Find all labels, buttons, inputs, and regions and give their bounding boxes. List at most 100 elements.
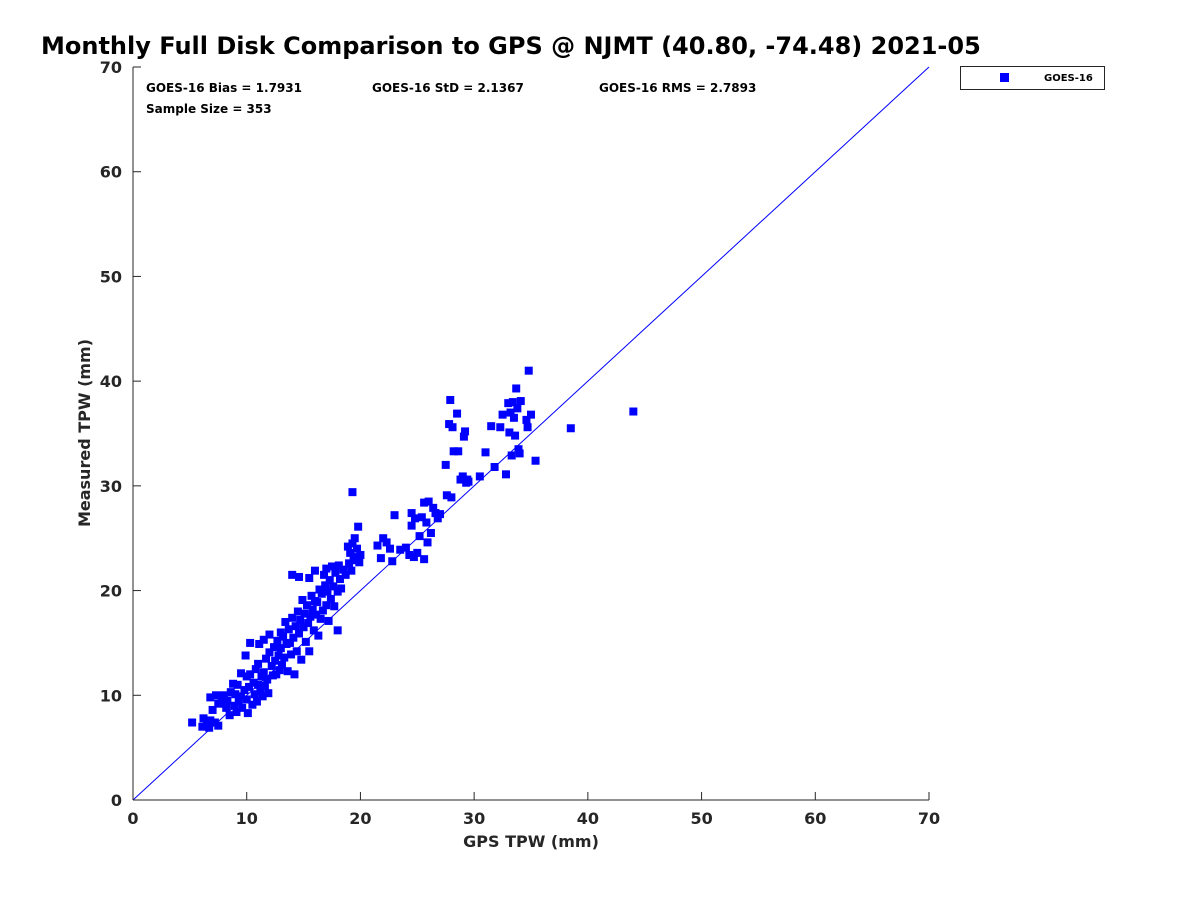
legend: GOES-16 [960, 66, 1105, 90]
data-point [255, 639, 264, 648]
data-point [256, 687, 265, 696]
data-point [343, 542, 352, 551]
data-point [328, 562, 336, 571]
data-point [407, 521, 416, 530]
data-point [348, 488, 357, 497]
data-point [280, 653, 289, 662]
data-point [429, 503, 438, 512]
data-point [339, 565, 348, 574]
data-point [448, 423, 457, 432]
data-point [237, 669, 246, 678]
data-point [305, 647, 314, 656]
data-point [516, 397, 525, 406]
data-point [566, 424, 575, 433]
data-point [212, 691, 221, 700]
data-point [490, 463, 499, 472]
data-point [188, 718, 197, 727]
data-point [248, 700, 257, 709]
data-point [433, 514, 442, 523]
data-point [264, 689, 273, 698]
data-point [259, 668, 268, 677]
data-point [459, 432, 468, 441]
data-point [351, 553, 360, 562]
data-point [506, 408, 515, 417]
data-point [272, 670, 281, 679]
data-point [300, 609, 309, 618]
x-axis-ticks: 0 10 20 30 40 50 60 70 [127, 792, 940, 828]
data-point [385, 544, 394, 553]
data-point [508, 398, 517, 407]
data-point [288, 570, 297, 579]
data-point [289, 633, 298, 642]
data-point [257, 672, 266, 681]
data-point [415, 532, 424, 541]
data-point [431, 509, 440, 518]
data-point [324, 616, 333, 625]
data-point [274, 651, 283, 660]
data-point [353, 544, 362, 553]
data-point [229, 679, 238, 688]
data-point [306, 612, 315, 621]
data-point [504, 399, 513, 408]
data-point [302, 601, 311, 610]
data-point [262, 654, 271, 663]
data-point [246, 638, 255, 647]
data-point [292, 647, 301, 656]
data-point [312, 610, 321, 619]
data-point [252, 697, 261, 706]
data-point [231, 690, 240, 699]
data-point [198, 722, 207, 731]
rms-stat: GOES-16 RMS = 2.7893 [599, 81, 756, 95]
data-point [355, 558, 364, 567]
data-point [422, 518, 431, 527]
data-point [234, 697, 243, 706]
std-stat: GOES-16 StD = 2.1367 [372, 81, 524, 95]
y-tick-label: 30 [100, 477, 122, 496]
data-point [208, 705, 217, 714]
y-tick-label: 50 [100, 267, 122, 286]
data-point [354, 522, 363, 531]
data-point [322, 564, 331, 573]
data-point [426, 528, 435, 537]
data-point [436, 510, 445, 519]
data-point [411, 514, 420, 523]
data-point [243, 709, 252, 718]
data-point [446, 395, 455, 404]
data-point [449, 447, 458, 456]
data-point [345, 559, 354, 568]
data-point [350, 534, 359, 543]
data-point [222, 703, 231, 712]
data-point [396, 545, 405, 554]
data-point [458, 472, 467, 481]
data-point [331, 568, 340, 577]
data-point [334, 561, 343, 570]
data-point [225, 711, 234, 720]
y-tick-label: 60 [100, 163, 122, 182]
data-point [522, 415, 531, 424]
data-point [512, 384, 521, 393]
data-point [309, 626, 318, 635]
data-point [407, 509, 416, 518]
data-points [188, 366, 638, 732]
x-tick-label: 30 [463, 809, 485, 828]
data-point [267, 661, 276, 670]
data-point [316, 614, 325, 623]
data-point [237, 692, 246, 701]
data-point [249, 678, 258, 687]
data-point [301, 637, 310, 646]
x-axis-label: GPS TPW (mm) [463, 832, 599, 851]
data-point [199, 714, 208, 723]
data-point [323, 587, 332, 596]
data-point [258, 692, 267, 701]
data-point [295, 629, 304, 638]
data-point [270, 643, 279, 652]
data-point [326, 594, 335, 603]
legend-box [960, 66, 1105, 90]
bias-stat: GOES-16 Bias = 1.7931 [146, 81, 302, 95]
data-point [629, 407, 638, 416]
data-point [442, 491, 451, 500]
data-point [423, 538, 432, 547]
data-point [263, 675, 272, 684]
data-point [287, 650, 296, 659]
